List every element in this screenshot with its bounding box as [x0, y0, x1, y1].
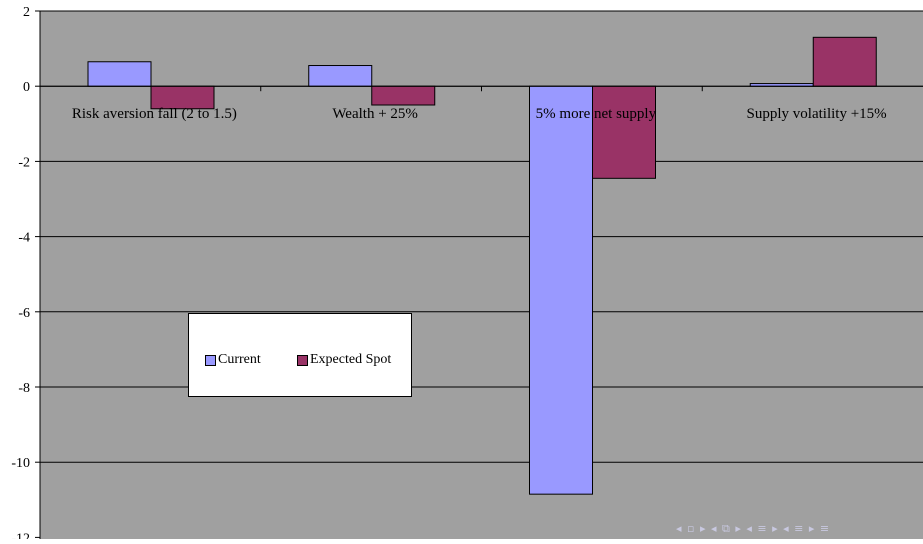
- bar-current: [529, 85, 593, 495]
- legend-item-current: Current: [205, 352, 261, 368]
- y-tick-label: -4: [18, 231, 30, 246]
- category-label: Wealth + 25%: [332, 106, 418, 122]
- bar-expected-spot: [592, 85, 656, 179]
- slide-navigation[interactable]: ◂ ▫ ▸ ◂ ⧉ ▸ ◂ ≡ ▸ ◂ ≡ ▸ ≡: [676, 522, 831, 535]
- legend-swatch-current: [205, 354, 216, 366]
- category-label: 5% more net supply: [536, 106, 657, 122]
- y-tick-label: -6: [18, 306, 30, 321]
- y-tick-label: 0: [23, 80, 30, 95]
- legend-label-expected-spot: Expected Spot: [310, 352, 392, 367]
- legend-item-expected-spot: Expected Spot: [297, 352, 391, 368]
- bar-current: [87, 61, 152, 87]
- legend-label-current: Current: [218, 352, 261, 367]
- category-label: Supply volatility +15%: [747, 106, 887, 122]
- y-tick-label: -2: [18, 155, 30, 170]
- legend-swatch-expected-spot: [297, 354, 308, 366]
- y-tick-label: -8: [18, 381, 30, 396]
- y-tick-label: -12: [11, 531, 30, 539]
- y-tick-label: 2: [23, 5, 30, 20]
- bar-expected-spot: [812, 36, 877, 87]
- y-tick-label: -10: [11, 456, 30, 471]
- legend: Current Expected Spot: [188, 313, 412, 397]
- category-label: Risk aversion fall (2 to 1.5): [72, 106, 237, 122]
- bar-expected-spot: [371, 85, 436, 106]
- bar-current: [308, 65, 373, 87]
